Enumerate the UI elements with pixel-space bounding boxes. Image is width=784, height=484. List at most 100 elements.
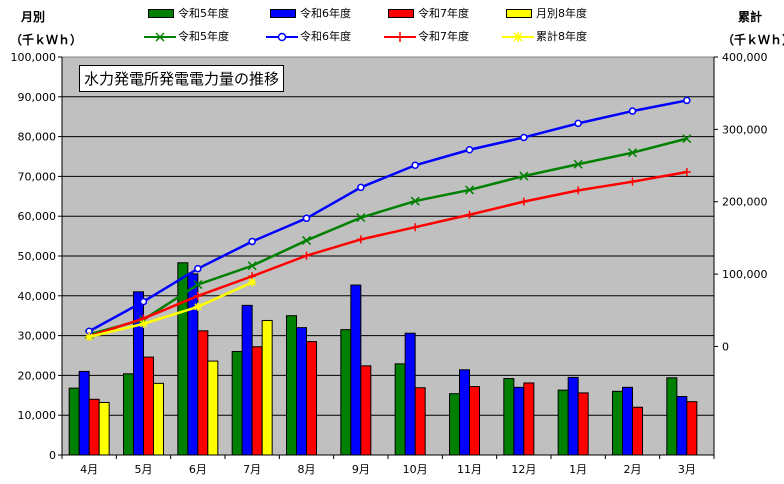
- right-axis-tick-label: 100,000: [722, 268, 768, 281]
- chart-title: 水力発電所発電電力量の推移: [79, 65, 285, 92]
- gridlines: [62, 96, 714, 416]
- bar: [503, 378, 515, 456]
- bar: [306, 341, 317, 456]
- bar: [414, 387, 426, 456]
- x-axis-tick-label: 1月: [569, 463, 587, 476]
- line-point: [411, 223, 420, 232]
- x-axis-tick-label: 12月: [511, 463, 536, 476]
- line-point: [193, 280, 203, 290]
- line-point: [193, 302, 202, 311]
- bar: [523, 382, 535, 456]
- left-axis-tick-label: 80,000: [18, 131, 57, 144]
- legend-line-marker-x: [144, 32, 176, 42]
- line-series-group: [84, 96, 692, 341]
- right-axis-tick-label: 200,000: [722, 196, 768, 209]
- bar: [78, 370, 90, 456]
- left-axis-tick-label: 90,000: [18, 91, 57, 104]
- bar-series-group: [68, 262, 698, 456]
- line-point: [519, 197, 528, 206]
- bar: [251, 346, 263, 456]
- bar: [676, 395, 688, 456]
- bar: [98, 401, 110, 456]
- series-line: [88, 170, 688, 338]
- line-point: [628, 177, 637, 186]
- left-axis-tick-label: 100,000: [11, 51, 57, 64]
- x-axis-tick-label: 2月: [624, 463, 642, 476]
- line-point: [683, 96, 691, 105]
- legend-swatch-blue: [270, 9, 296, 18]
- x-axis-tick-label: 9月: [352, 463, 370, 476]
- bar: [469, 386, 480, 456]
- line-point: [465, 146, 474, 154]
- left-axis-tick-label: 70,000: [18, 170, 57, 183]
- bar: [340, 329, 352, 456]
- line-point: [139, 319, 148, 328]
- bar: [88, 398, 100, 456]
- line-point: [356, 213, 366, 223]
- line-point: [627, 148, 638, 158]
- left-axis-tick-label: 50,000: [18, 250, 57, 263]
- bar: [241, 304, 253, 456]
- bar: [133, 291, 144, 456]
- bar: [197, 330, 209, 456]
- series-line: [88, 137, 688, 336]
- line-point: [248, 278, 257, 287]
- legend-label: 令和7年度: [418, 7, 469, 20]
- line-point: [302, 251, 311, 260]
- line-point: [465, 210, 474, 219]
- bar: [394, 363, 406, 456]
- right-axis-tick-label: 300,000: [722, 123, 768, 136]
- bar: [632, 406, 643, 456]
- legend-label: 令和6年度: [300, 30, 351, 43]
- axes-group: 0 10,000 20,000 30,000 40,000 50,000 60,000 70,…: [11, 51, 768, 476]
- line-point: [410, 196, 420, 206]
- line-point: [85, 332, 94, 341]
- legend-line-marker-circle: [266, 32, 298, 42]
- line-point: [520, 133, 528, 142]
- line-point: [574, 186, 583, 195]
- left-axis-title-line1: 月別: [20, 10, 45, 24]
- x-axis-tick-label: 8月: [298, 463, 316, 476]
- right-axis-title: 累計 （千ｋＷｈ）: [722, 8, 784, 48]
- x-axis-tick-label: 3月: [678, 463, 696, 476]
- bar: [261, 319, 273, 456]
- left-axis-tick-label: 0: [49, 449, 56, 462]
- legend-label: 令和5年度: [178, 7, 229, 20]
- line-point: [573, 159, 583, 169]
- line-point: [682, 134, 692, 144]
- series-line: [88, 99, 688, 333]
- bar: [153, 382, 164, 456]
- line-point: [519, 171, 529, 181]
- line-point: [139, 297, 148, 306]
- legend-swatch-yellow: [506, 9, 532, 18]
- legend-label: 令和5年度: [178, 30, 229, 43]
- bar: [567, 376, 579, 456]
- series-line: [88, 281, 253, 339]
- bar: [666, 377, 678, 456]
- line-point: [682, 167, 691, 176]
- bar: [286, 315, 297, 456]
- line-point: [193, 291, 202, 300]
- line-point: [357, 183, 365, 192]
- bar: [557, 389, 569, 456]
- x-axis-tick-label: 7月: [243, 463, 261, 476]
- bar: [123, 373, 134, 456]
- line-point: [356, 235, 365, 244]
- x-axis-tick-label: 11月: [457, 463, 482, 476]
- left-axis-tick-label: 20,000: [18, 369, 57, 382]
- bar: [360, 365, 372, 456]
- bar: [513, 386, 525, 456]
- x-axis-tick-label: 10月: [403, 463, 428, 476]
- line-point: [411, 161, 419, 170]
- x-axis-tick-label: 6月: [189, 463, 207, 476]
- line-point: [247, 261, 257, 271]
- legend-line-marker-star: [502, 32, 534, 42]
- right-axis-tick-label: 400,000: [722, 51, 768, 64]
- right-axis-title-line1: 累計: [737, 10, 762, 24]
- x-axis-tick-label: 5月: [135, 463, 153, 476]
- right-axis-title-line2: （千ｋＷｈ）: [722, 33, 784, 47]
- legend-label: 令和7年度: [418, 30, 469, 43]
- line-point: [464, 185, 475, 195]
- bar: [207, 360, 219, 456]
